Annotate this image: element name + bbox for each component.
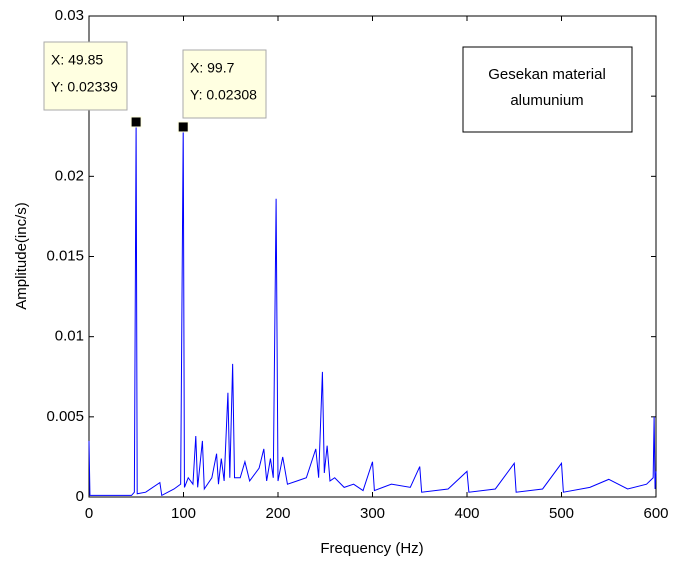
datatip-y: Y: 0.02308 <box>190 87 257 103</box>
x-axis-label: Frequency (Hz) <box>320 540 423 557</box>
datatip-y: Y: 0.02339 <box>51 79 118 95</box>
y-axis-label: Amplitude(inc/s) <box>13 202 30 310</box>
spectrum-line <box>88 121 657 497</box>
x-tick-label: 300 <box>360 505 385 522</box>
y-tick-label: 0 <box>76 488 84 505</box>
datatip-marker <box>177 121 189 133</box>
y-tick-label: 0.015 <box>46 247 84 264</box>
y-tick-label: 0.005 <box>46 408 84 425</box>
y-tick-label: 0.03 <box>55 7 84 24</box>
annotation-text: alumunium <box>510 92 583 109</box>
x-tick-label: 500 <box>549 505 574 522</box>
datatip-box <box>182 49 267 119</box>
datatip-marker <box>130 116 142 128</box>
datatip-box <box>43 41 128 111</box>
y-tick-label: 0.01 <box>55 328 84 345</box>
datatip: X: 99.7 Y: 0.02308 <box>177 49 267 133</box>
x-tick-label: 200 <box>265 505 290 522</box>
x-tick-label: 600 <box>643 505 668 522</box>
datatip-x: X: 99.7 <box>190 60 235 76</box>
datatip-x: X: 49.85 <box>51 52 103 68</box>
datatip: X: 49.85 Y: 0.02339 <box>43 41 142 128</box>
x-tick-label: 100 <box>171 505 196 522</box>
x-tick-label: 0 <box>85 505 93 522</box>
y-tick-label: 0.02 <box>55 167 84 184</box>
x-tick-label: 400 <box>454 505 479 522</box>
annotation-box <box>462 46 633 133</box>
annotation-text: Gesekan material <box>488 66 606 83</box>
